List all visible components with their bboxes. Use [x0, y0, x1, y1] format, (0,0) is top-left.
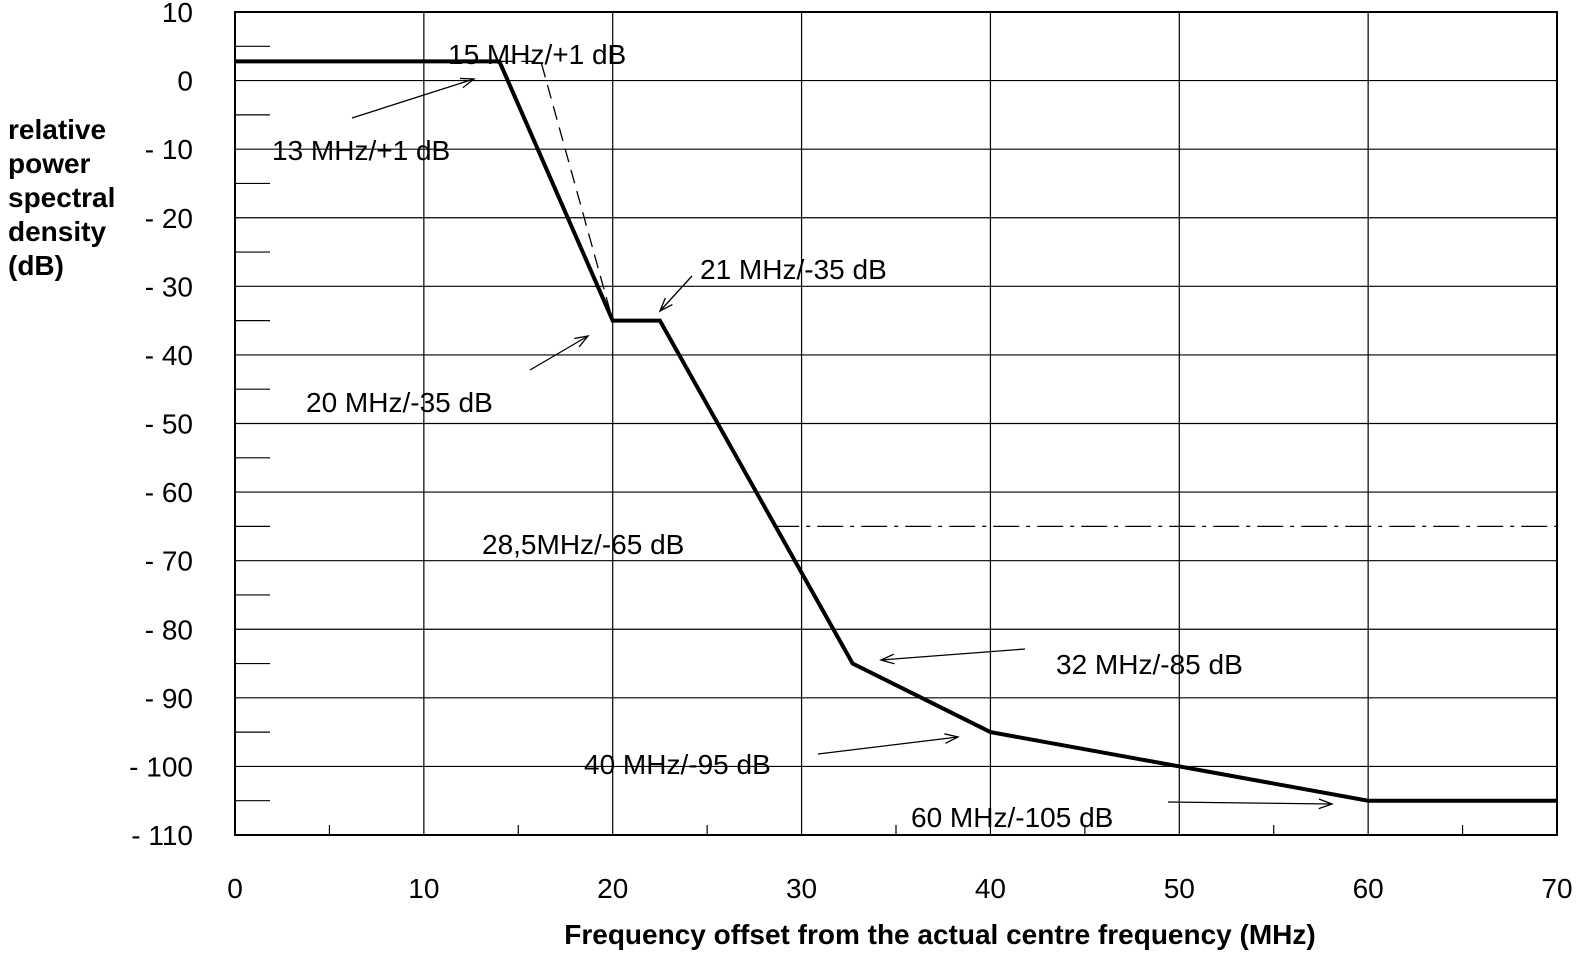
annotation-label: 60 MHz/-105 dB — [911, 802, 1113, 833]
x-tick-label: 70 — [1541, 873, 1572, 904]
annotation-arrow-head — [879, 653, 895, 665]
y-tick-label: - 90 — [145, 683, 193, 714]
y-tick-label: - 30 — [145, 271, 193, 302]
annotation-label: 32 MHz/-85 dB — [1056, 649, 1243, 680]
x-tick-label: 60 — [1353, 873, 1384, 904]
series-line-dashed — [499, 60, 614, 321]
annotation-arrow-head — [944, 733, 960, 744]
y-axis-title-line: relative — [8, 114, 107, 145]
annotation-label: 21 MHz/-35 dB — [700, 254, 887, 285]
y-tick-label: - 80 — [145, 614, 193, 645]
x-tick-label: 20 — [597, 873, 628, 904]
y-tick-label: - 110 — [131, 820, 193, 851]
x-tick-label: 30 — [786, 873, 817, 904]
y-axis-title-line: spectral — [8, 182, 116, 213]
plot-frame — [234, 11, 1558, 836]
annotation-arrow-shaft — [529, 335, 589, 371]
annotation-label: 13 MHz/+1 dB — [272, 135, 450, 166]
annotation-label: 40 MHz/-95 dB — [584, 749, 771, 780]
y-tick-label: 0 — [177, 66, 193, 97]
x-tick-label: 0 — [227, 873, 243, 904]
grid — [235, 12, 1557, 835]
x-axis-title: Frequency offset from the actual centre … — [564, 919, 1315, 950]
annotation-arrow-shaft — [880, 648, 1026, 661]
y-tick-label: - 60 — [145, 477, 193, 508]
minor-ticks — [235, 45, 1464, 835]
y-tick-label: 10 — [162, 0, 193, 28]
annotation-arrow-head — [459, 77, 476, 89]
series-group — [235, 59, 1557, 803]
y-tick-labels: 10 0 - 10 - 20 - 30 - 40 - 50 - 60 - 70 - 80 - 90 -… — [129, 0, 193, 851]
annotation-arrow-shaft — [1167, 801, 1333, 805]
annotation-label: 28,5MHz/-65 dB — [482, 529, 684, 560]
annotation-arrows — [351, 77, 1334, 810]
x-tick-labels: 0 10 20 30 40 50 60 70 — [227, 873, 1572, 904]
y-tick-label: - 40 — [145, 340, 193, 371]
y-tick-label: - 10 — [145, 134, 193, 165]
y-tick-label: - 50 — [145, 409, 193, 440]
y-axis-title-line: power — [8, 148, 91, 179]
annotation-arrow-shaft — [817, 736, 959, 755]
annotation-arrow-shaft — [351, 78, 475, 119]
y-tick-label: - 70 — [145, 546, 193, 577]
annotation-label: 20 MHz/-35 dB — [306, 387, 493, 418]
annotation-label: 15 MHz/+1 dB — [448, 39, 626, 70]
annotation-arrow-head — [1318, 798, 1334, 810]
annotation-arrow-head — [574, 335, 590, 348]
x-tick-label: 40 — [975, 873, 1006, 904]
annotations: 15 MHz/+1 dB 13 MHz/+1 dB 21 MHz/-35 dB … — [272, 39, 1243, 833]
annotation-arrow-head — [658, 297, 673, 313]
y-tick-label: - 20 — [145, 203, 193, 234]
x-tick-label: 50 — [1164, 873, 1195, 904]
y-axis-title-line: density — [8, 216, 107, 247]
annotation-arrow-shaft — [659, 275, 693, 312]
y-tick-label: - 100 — [129, 751, 193, 782]
series-line-solid-thick — [235, 59, 1557, 803]
y-axis-title-line: (dB) — [8, 250, 64, 281]
x-tick-label: 10 — [408, 873, 439, 904]
